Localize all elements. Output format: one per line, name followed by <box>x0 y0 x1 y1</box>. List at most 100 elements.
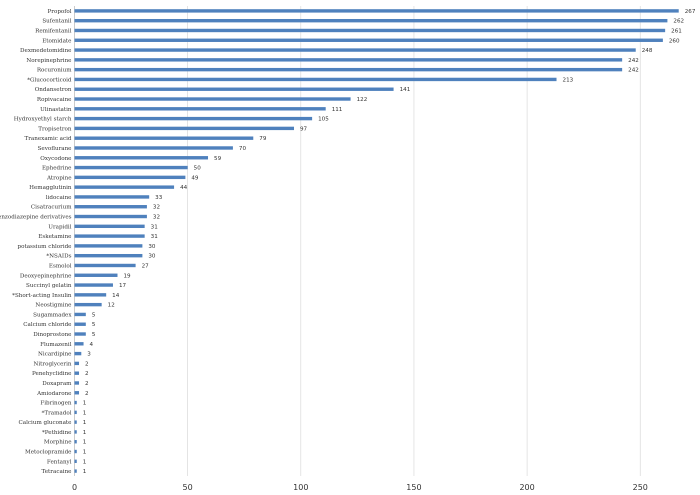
value-label: 33 <box>155 195 163 201</box>
bar <box>74 126 295 131</box>
value-label: 32 <box>153 215 160 221</box>
value-label: 2 <box>85 381 89 387</box>
bar <box>74 77 557 82</box>
category-label: Dexmedetomidine <box>20 48 72 54</box>
bar <box>74 322 86 326</box>
category-label: Deoxyepinephrine <box>20 273 72 279</box>
category-label: Nicardipine <box>38 352 72 358</box>
bar <box>74 400 77 405</box>
category-label: Sufentanil <box>42 19 71 25</box>
bar <box>74 420 77 424</box>
bar <box>74 440 77 444</box>
x-tick-label: 250 <box>633 483 648 492</box>
bar <box>74 107 326 111</box>
bar <box>74 205 147 209</box>
value-label: 5 <box>92 332 96 338</box>
category-label: Morphine <box>44 440 72 446</box>
bar <box>74 136 254 140</box>
bar <box>74 48 636 52</box>
category-label: Cisatracurium <box>31 205 72 211</box>
category-label: Remifentanil <box>35 28 72 34</box>
bar <box>74 273 118 277</box>
category-label: *Benzodiazepine derivatives <box>0 215 72 221</box>
x-tick-label: 100 <box>293 483 308 492</box>
value-label: 59 <box>214 156 222 162</box>
x-tick-label: 200 <box>519 483 534 492</box>
category-label: Ephedrine <box>42 166 72 172</box>
value-label: 213 <box>563 77 574 83</box>
bar <box>74 381 80 385</box>
x-axis-ticks: 0 50 100 150 200 250 <box>72 483 648 492</box>
category-label: Rocuronium <box>37 68 72 74</box>
category-label: Fibrinogen <box>40 401 72 407</box>
category-label: potassium chloride <box>18 244 73 250</box>
bar <box>74 224 145 229</box>
category-label: Flumazenil <box>40 342 72 348</box>
bar <box>74 28 666 33</box>
value-label: 262 <box>673 19 684 25</box>
category-label: Norepinephrine <box>26 58 72 64</box>
category-label: Propofol <box>48 9 72 15</box>
bar <box>74 9 679 13</box>
value-label: 105 <box>318 117 329 123</box>
category-label: Urapidil <box>48 224 71 230</box>
value-label: 32 <box>153 205 160 211</box>
value-label: 17 <box>119 283 127 289</box>
value-label: 31 <box>151 224 159 230</box>
category-label: *Tramadol <box>42 410 72 416</box>
bar <box>74 302 102 307</box>
value-label: 5 <box>92 322 96 328</box>
gridlines <box>74 6 641 476</box>
value-label: 30 <box>148 244 156 250</box>
category-label: Calcium gluconate <box>19 420 73 426</box>
value-label: 2 <box>85 371 89 377</box>
bar <box>74 87 394 91</box>
bar <box>74 253 143 258</box>
category-label: *NSAIDs <box>46 254 71 260</box>
bar <box>74 195 150 199</box>
value-label: 1 <box>83 430 87 436</box>
x-tick-label: 150 <box>406 483 421 492</box>
bar <box>74 371 80 375</box>
category-label: Hemagglutinin <box>29 185 72 191</box>
value-label: 70 <box>239 146 247 152</box>
bar <box>74 165 188 170</box>
value-label: 1 <box>83 401 87 407</box>
value-label: 14 <box>112 293 120 299</box>
bar <box>74 283 113 287</box>
category-label: Ondansetron <box>35 87 72 93</box>
category-label: Esketamine <box>38 234 72 240</box>
bar <box>74 342 84 346</box>
category-label: *Glucocorticoid <box>27 77 72 83</box>
bar <box>74 38 663 42</box>
category-label: Tranexamic acid <box>25 136 72 142</box>
bars <box>74 9 679 473</box>
bar <box>74 449 77 454</box>
value-label: 2 <box>85 391 89 397</box>
value-label: 50 <box>194 166 202 172</box>
category-label: Tetracaine <box>41 469 72 475</box>
value-label: 242 <box>628 68 639 74</box>
category-label: *Short-acting Insulin <box>12 293 72 299</box>
category-label: Esmolol <box>49 263 72 269</box>
bar <box>74 410 77 415</box>
bar <box>74 469 77 473</box>
category-label: Succinyl gelatin <box>26 283 72 289</box>
value-label: 1 <box>83 420 87 426</box>
bar <box>74 185 175 189</box>
value-label: 49 <box>191 175 199 181</box>
value-label: 1 <box>83 469 87 475</box>
bar <box>74 214 147 219</box>
value-label: 79 <box>259 136 267 142</box>
value-label: 248 <box>642 48 653 54</box>
value-label: 19 <box>123 273 131 279</box>
bar <box>74 263 136 268</box>
value-labels: 2672622612602482422422131411221111059779… <box>83 9 696 475</box>
value-label: 122 <box>357 97 368 103</box>
x-tick-label: 50 <box>183 483 193 492</box>
value-label: 1 <box>83 459 87 465</box>
category-label: *Pethidine <box>42 430 72 436</box>
value-label: 1 <box>83 440 87 446</box>
category-label: Dinoprostone <box>33 332 72 338</box>
